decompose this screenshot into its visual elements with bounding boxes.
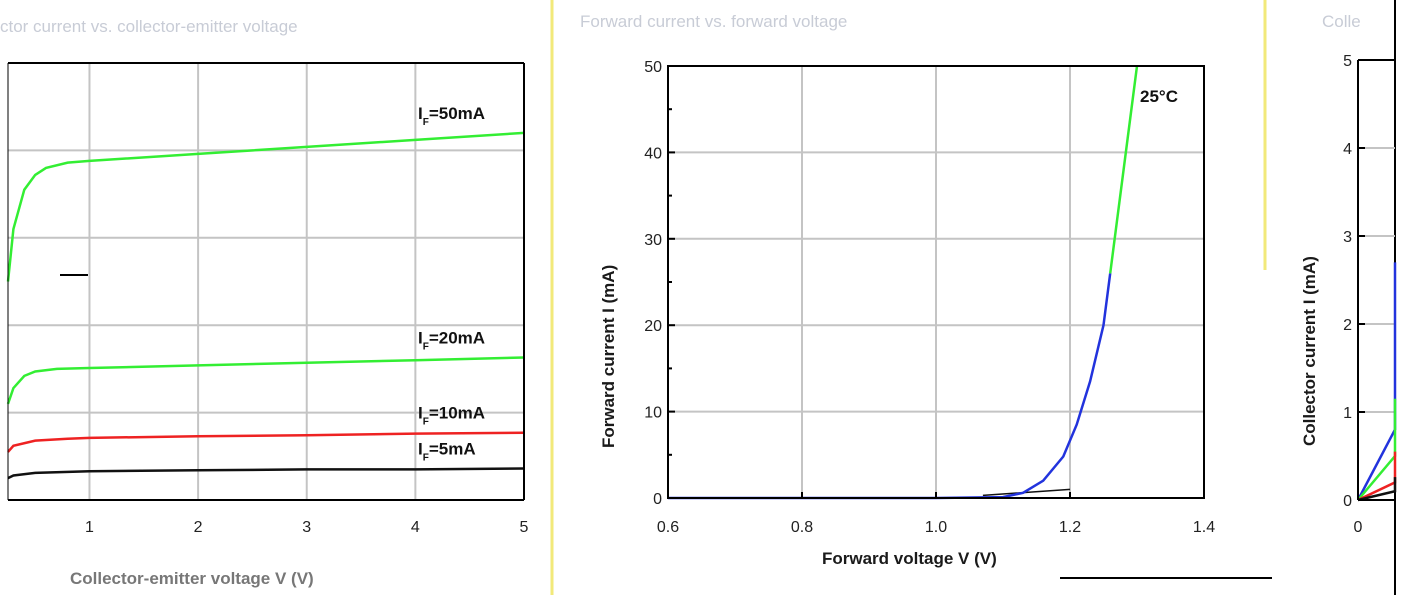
chart1-series-line (6, 356, 525, 405)
chart1-series-line (6, 131, 525, 282)
chart1-title: ctor current vs. collector-emitter volta… (0, 17, 298, 36)
chart1-curve-labels: IF=50mA IF=20mA IF=10mA IF=5mA (418, 104, 485, 464)
chart2-x-tick-label: 0.6 (657, 519, 679, 536)
chart3-y-tick-label: 0 (1343, 493, 1352, 510)
chart1-x-axis-title: Collector-emitter voltage V (V) (70, 569, 314, 588)
chart2-y-tick-label: 10 (644, 405, 662, 422)
chart2-series (668, 65, 1139, 500)
chart2-x-tick-label: 1.4 (1193, 519, 1215, 536)
chart2-series-line (668, 273, 1112, 500)
chart2-x-tick-label: 1.2 (1059, 519, 1081, 536)
chart3-series-line (1356, 262, 1397, 501)
chart3-title: Colle (1322, 12, 1361, 31)
chart3-y-tick-label: 3 (1343, 229, 1352, 246)
chart-collector-partial: Colle 0 1 2 3 4 5 0 Collector current I (mA) (1300, 12, 1397, 536)
chart3-series-line (1357, 451, 1397, 502)
chart1-x-tick-label: 1 (85, 519, 94, 536)
chart-collector-vs-vce: ctor current vs. collector-emitter volta… (0, 17, 529, 588)
chart3-y-axis-title: Collector current I (mA) (1300, 256, 1319, 446)
chart3-series-line (1357, 398, 1397, 501)
chart2-frame (667, 65, 1205, 499)
chart1-curve-label: IF=5mA (418, 440, 476, 464)
chart3-y-tick-label: 4 (1343, 141, 1352, 158)
chart1-curve-label: IF=20mA (418, 329, 485, 353)
chart-forward-current-vs-voltage: Forward current vs. forward voltage 0.6 0… (580, 12, 1272, 579)
chart2-x-axis-title: Forward voltage V (V) (822, 549, 997, 568)
chart3-ticks: 0 1 2 3 4 5 0 (1343, 53, 1365, 536)
chart2-y-tick-label: 50 (644, 59, 662, 76)
chart1-x-tick-label: 4 (411, 519, 420, 536)
chart1-x-tick-label: 5 (520, 519, 529, 536)
chart2-x-tick-label: 0.8 (791, 519, 813, 536)
chart3-y-tick-label: 5 (1343, 53, 1352, 70)
chart3-series (1356, 262, 1397, 502)
chart2-title: Forward current vs. forward voltage (580, 12, 847, 31)
chart3-y-tick-label: 2 (1343, 317, 1352, 334)
chart2-y-tick-label: 20 (644, 318, 662, 335)
chart1-series (6, 131, 525, 480)
chart2-x-tick-label: 1.0 (925, 519, 947, 536)
chart1-x-ticks: 1 2 3 4 5 (85, 519, 529, 536)
chart1-curve-label: IF=10mA (418, 404, 485, 428)
chart3-series-line (1357, 477, 1397, 502)
chart2-temperature-label: 25°C (1140, 87, 1178, 106)
chart2-series-line (1108, 65, 1139, 274)
chart1-series-line (7, 467, 525, 480)
chart3-x-tick-label: 0 (1354, 519, 1363, 536)
chart2-y-tick-label: 30 (644, 232, 662, 249)
chart1-x-tick-label: 2 (194, 519, 203, 536)
chart2-y-axis-title: Forward current I (mA) (599, 265, 618, 448)
chart2-grid (668, 66, 1204, 498)
chart3-y-tick-label: 1 (1343, 405, 1352, 422)
chart2-y-tick-label: 40 (644, 145, 662, 162)
chart1-grid (8, 63, 524, 500)
chart1-x-tick-label: 3 (302, 519, 311, 536)
chart1-series-line (7, 431, 525, 453)
chart1-curve-label: IF=50mA (418, 104, 485, 128)
chart2-y-tick-label: 0 (653, 491, 662, 508)
chart2-faint-curve (982, 488, 1071, 497)
